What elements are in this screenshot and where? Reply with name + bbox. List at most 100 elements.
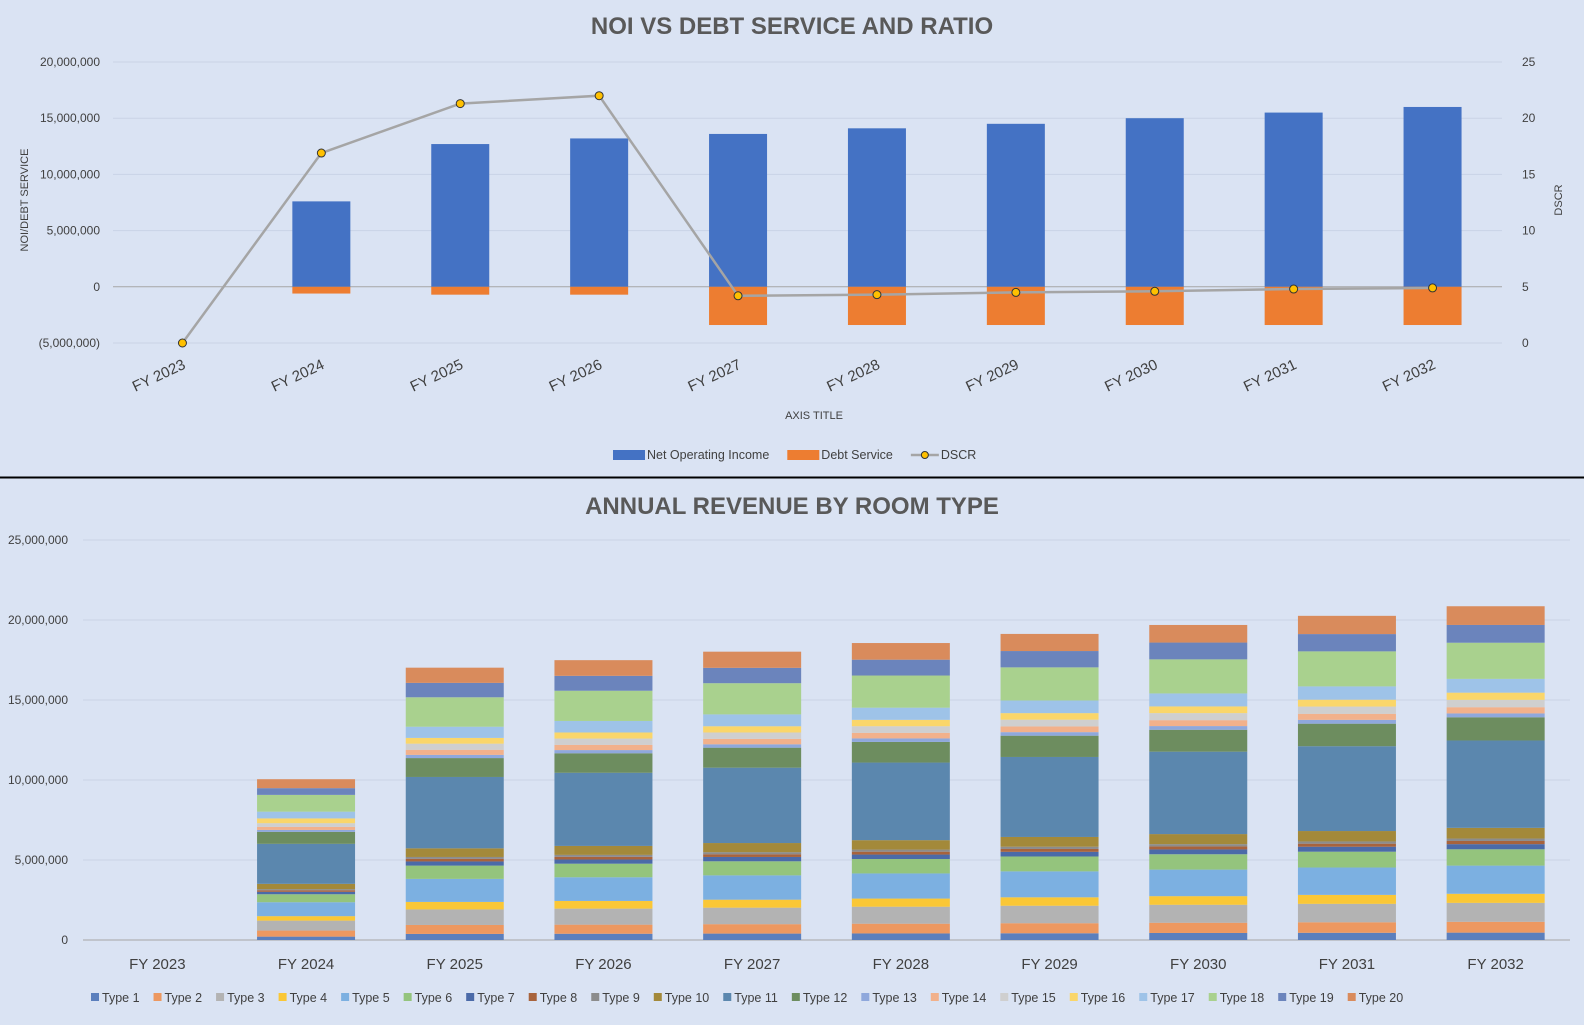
type-17-segment bbox=[405, 726, 504, 738]
x-tick-label: FY 2023 bbox=[129, 956, 185, 973]
x-tick-label: FY 2024 bbox=[269, 356, 327, 395]
y-tick-label: 5,000,000 bbox=[15, 853, 69, 867]
legend-label: Type 3 bbox=[227, 991, 265, 1005]
legend-label: Type 8 bbox=[540, 991, 578, 1005]
type-4-segment bbox=[703, 899, 802, 908]
dscr-point bbox=[1289, 284, 1299, 294]
type-20-segment bbox=[554, 660, 653, 676]
x-tick-label: FY 2030 bbox=[1102, 356, 1160, 395]
type-9-segment bbox=[1149, 844, 1248, 847]
legend-label: Net Operating Income bbox=[647, 448, 769, 462]
type-13-segment bbox=[1297, 719, 1396, 724]
x-tick-label: FY 2026 bbox=[547, 356, 605, 395]
type-7-segment bbox=[405, 861, 504, 866]
legend-swatch bbox=[1208, 993, 1217, 1001]
type-17-segment bbox=[1149, 693, 1248, 707]
legend-swatch bbox=[591, 993, 600, 1001]
debt-service-bar bbox=[431, 286, 490, 295]
type-19-segment bbox=[257, 788, 356, 795]
type-12-segment bbox=[1149, 729, 1248, 752]
type-9-segment bbox=[1446, 838, 1545, 841]
y-tick-label: 20,000,000 bbox=[8, 613, 68, 627]
type-20-segment bbox=[1446, 606, 1545, 625]
type-13-segment bbox=[851, 738, 950, 742]
debt-service-bar bbox=[1403, 286, 1462, 326]
type-1-segment bbox=[405, 933, 504, 940]
type-8-segment bbox=[703, 854, 802, 857]
type-14-segment bbox=[1000, 726, 1099, 733]
type-16-segment bbox=[554, 732, 653, 739]
type-2-segment bbox=[257, 930, 356, 937]
legend-swatch bbox=[613, 450, 645, 460]
type-10-segment bbox=[405, 848, 504, 857]
type-4-segment bbox=[1149, 896, 1248, 905]
y2-tick-label: 20 bbox=[1522, 111, 1536, 125]
net-operating-income-bar bbox=[847, 128, 906, 287]
y-tick-label: 25,000,000 bbox=[8, 533, 68, 547]
type-8-segment bbox=[851, 851, 950, 855]
legend-swatch bbox=[930, 993, 939, 1001]
type-19-segment bbox=[554, 675, 653, 691]
type-16-segment bbox=[1000, 713, 1099, 720]
dscr-point bbox=[177, 338, 187, 348]
type-14-segment bbox=[1446, 707, 1545, 714]
dscr-line-series bbox=[177, 91, 1438, 348]
type-4-segment bbox=[257, 916, 356, 921]
type-3-segment bbox=[405, 909, 504, 925]
x-tick-label: FY 2031 bbox=[1241, 356, 1299, 395]
type-7-segment bbox=[554, 859, 653, 864]
type-3-segment bbox=[851, 906, 950, 924]
type-12-segment bbox=[1000, 735, 1099, 757]
type-14-segment bbox=[703, 738, 802, 745]
type-12-segment bbox=[405, 758, 504, 777]
x-tick-label: FY 2031 bbox=[1319, 956, 1375, 973]
y-tick-label: (5,000,000) bbox=[39, 336, 100, 350]
type-16-segment bbox=[703, 726, 802, 733]
net-operating-income-bar bbox=[986, 123, 1045, 287]
x-tick-label: FY 2029 bbox=[963, 356, 1021, 395]
type-18-segment bbox=[257, 794, 356, 812]
type-13-segment bbox=[1000, 732, 1099, 736]
revenue-x-axis-ticks: FY 2023 FY 2024 FY 2025 FY 2026 FY 2027 FY 20… bbox=[129, 956, 1524, 973]
type-17-segment bbox=[851, 707, 950, 720]
type-1-segment bbox=[1149, 932, 1248, 940]
x-tick-label: FY 2024 bbox=[278, 956, 334, 973]
dscr-y-axis-ticks: 25 20 15 10 5 0 bbox=[1522, 55, 1536, 350]
legend-label: Type 18 bbox=[1220, 991, 1265, 1005]
type-9-segment bbox=[554, 854, 653, 857]
type-8-segment bbox=[1446, 840, 1545, 845]
y2-tick-label: 0 bbox=[1522, 336, 1529, 350]
type-1-segment bbox=[1000, 933, 1099, 940]
type-20-segment bbox=[851, 643, 950, 660]
legend-swatch bbox=[153, 993, 162, 1001]
type-1-segment bbox=[554, 933, 653, 940]
type-20-segment bbox=[257, 779, 356, 789]
legend-swatch bbox=[723, 993, 732, 1001]
type-10-segment bbox=[257, 883, 356, 890]
type-13-segment bbox=[703, 744, 802, 748]
x-tick-label: FY 2023 bbox=[130, 356, 188, 395]
type-2-segment bbox=[1297, 922, 1396, 933]
legend-label: Debt Service bbox=[821, 448, 893, 462]
y-tick-label: 10,000,000 bbox=[8, 773, 68, 787]
debt-service-bar bbox=[570, 286, 629, 295]
type-20-segment bbox=[1149, 624, 1248, 643]
type-15-segment bbox=[851, 726, 950, 733]
legend-swatch bbox=[861, 993, 870, 1001]
type-6-segment bbox=[1297, 851, 1396, 868]
type-10-segment bbox=[1000, 836, 1099, 847]
noi-y-axis-title: NOI/DEBT SERVICE bbox=[19, 149, 31, 252]
type-13-segment bbox=[1149, 726, 1248, 730]
y-tick-label: 15,000,000 bbox=[40, 111, 100, 125]
type-11-segment bbox=[1149, 751, 1248, 835]
type-3-segment bbox=[1446, 902, 1545, 922]
x-tick-label: FY 2027 bbox=[724, 956, 780, 973]
dscr-point bbox=[316, 148, 326, 158]
type-2-segment bbox=[703, 924, 802, 934]
type-5-segment bbox=[1000, 871, 1099, 898]
type-5-segment bbox=[554, 877, 653, 901]
type-1-segment bbox=[257, 936, 356, 940]
y-tick-label: 15,000,000 bbox=[8, 693, 68, 707]
x-tick-label: FY 2025 bbox=[427, 956, 483, 973]
type-2-segment bbox=[554, 924, 653, 934]
